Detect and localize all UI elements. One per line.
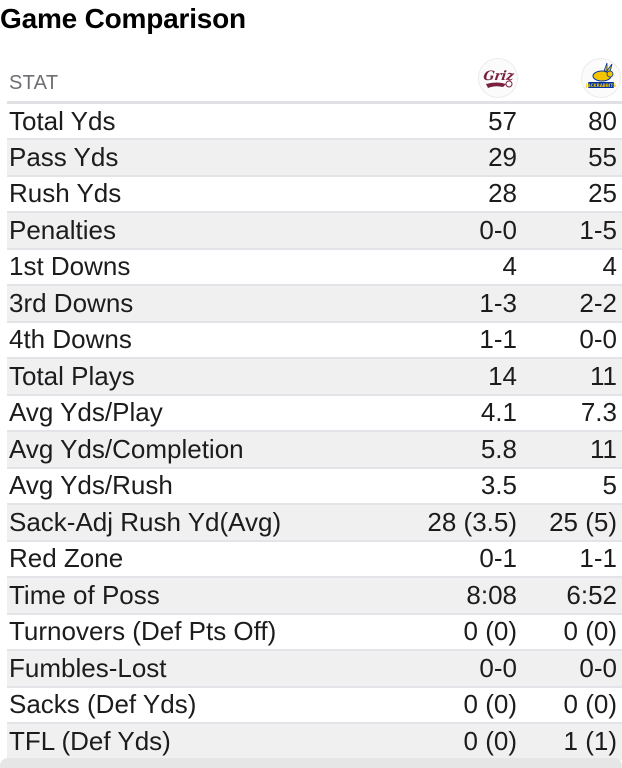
table-row: Avg Yds/Completion 5.8 11 — [7, 431, 622, 469]
team1-value: 4.1 — [414, 394, 517, 432]
page-title: Game Comparison — [0, 3, 246, 34]
team1-value: 0-0 — [414, 212, 517, 250]
jackrabbits-logo-icon[interactable]: JACKRABBITS — [581, 58, 621, 98]
team2-column-header: JACKRABBITS — [517, 52, 622, 104]
team2-value: 0 (0) — [517, 613, 622, 651]
table-row: Turnovers (Def Pts Off) 0 (0) 0 (0) — [7, 613, 622, 651]
team2-value: 25 (5) — [517, 504, 622, 542]
team1-value: 0 (0) — [414, 723, 517, 760]
svg-text:JACKRABBITS: JACKRABBITS — [585, 83, 616, 88]
table-row: Pass Yds 29 55 — [7, 139, 622, 177]
team2-value: 0-0 — [517, 650, 622, 688]
stat-name: Red Zone — [7, 540, 414, 578]
card-bottom-edge — [0, 758, 622, 768]
stat-name: Total Yds — [7, 102, 414, 140]
table-row: Penalties 0-0 1-5 — [7, 212, 622, 250]
team1-value: 0-0 — [414, 650, 517, 688]
team2-value: 25 — [517, 175, 622, 213]
stat-name: Fumbles-Lost — [7, 650, 414, 688]
team1-value: 29 — [414, 139, 517, 177]
table-row: TFL (Def Yds) 0 (0) 1 (1) — [7, 723, 622, 760]
table-row: Avg Yds/Play 4.1 7.3 — [7, 394, 622, 432]
table-row: Total Yds 57 80 — [7, 102, 622, 140]
team1-value: 1-3 — [414, 285, 517, 323]
team2-value: 1-1 — [517, 540, 622, 578]
stat-column-header: STAT — [7, 52, 414, 104]
team1-value: 5.8 — [414, 431, 517, 469]
team2-value: 4 — [517, 248, 622, 286]
team2-value: 11 — [517, 431, 622, 469]
stat-name: 3rd Downs — [7, 285, 414, 323]
table-row: Sacks (Def Yds) 0 (0) 0 (0) — [7, 686, 622, 724]
team1-value: 0-1 — [414, 540, 517, 578]
griz-logo-icon[interactable]: Griz — [478, 58, 518, 98]
stat-name: Sack-Adj Rush Yd(Avg) — [7, 504, 414, 542]
stat-name: Sacks (Def Yds) — [7, 686, 414, 724]
team2-value: 1-5 — [517, 212, 622, 250]
team2-value: 1 (1) — [517, 723, 622, 760]
stat-name: Turnovers (Def Pts Off) — [7, 613, 414, 651]
table-row: 1st Downs 4 4 — [7, 248, 622, 286]
table-header-row: STAT Griz — [7, 52, 622, 104]
table-row: Time of Poss 8:08 6:52 — [7, 577, 622, 615]
table-row: Total Plays 14 11 — [7, 358, 622, 396]
team2-value: 11 — [517, 358, 622, 396]
team2-value: 0-0 — [517, 321, 622, 359]
stat-name: Penalties — [7, 212, 414, 250]
table-row: Red Zone 0-1 1-1 — [7, 540, 622, 578]
team1-value: 4 — [414, 248, 517, 286]
team1-column-header: Griz — [414, 52, 518, 104]
team1-value: 28 — [414, 175, 517, 213]
team1-value: 0 (0) — [414, 613, 517, 651]
stat-name: Avg Yds/Rush — [7, 467, 414, 505]
svg-text:Griz: Griz — [482, 69, 515, 84]
stat-name: Total Plays — [7, 358, 414, 396]
team2-value: 0 (0) — [517, 686, 622, 724]
team1-value: 8:08 — [414, 577, 517, 615]
team2-value: 5 — [517, 467, 622, 505]
team2-value: 7.3 — [517, 394, 622, 432]
team2-value: 6:52 — [517, 577, 622, 615]
table-row: Sack-Adj Rush Yd(Avg) 28 (3.5) 25 (5) — [7, 504, 622, 542]
team1-value: 3.5 — [414, 467, 517, 505]
stat-name: Avg Yds/Play — [7, 394, 414, 432]
stat-name: Pass Yds — [7, 139, 414, 177]
table-row: Fumbles-Lost 0-0 0-0 — [7, 650, 622, 688]
team1-value: 57 — [414, 102, 517, 140]
stat-name: 4th Downs — [7, 321, 414, 359]
table-row: Rush Yds 28 25 — [7, 175, 622, 213]
stat-name: Time of Poss — [7, 577, 414, 615]
table-row: 4th Downs 1-1 0-0 — [7, 321, 622, 359]
team1-value: 14 — [414, 358, 517, 396]
team2-value: 80 — [517, 102, 622, 140]
team2-value: 2-2 — [517, 285, 622, 323]
team1-value: 0 (0) — [414, 686, 517, 724]
table-row: Avg Yds/Rush 3.5 5 — [7, 467, 622, 505]
team2-value: 55 — [517, 139, 622, 177]
table-row: 3rd Downs 1-3 2-2 — [7, 285, 622, 323]
team1-value: 1-1 — [414, 321, 517, 359]
stat-name: Rush Yds — [7, 175, 414, 213]
stat-name: Avg Yds/Completion — [7, 431, 414, 469]
game-comparison-table: STAT Griz — [7, 52, 622, 760]
team1-value: 28 (3.5) — [414, 504, 517, 542]
stat-name: 1st Downs — [7, 248, 414, 286]
stat-name: TFL (Def Yds) — [7, 723, 414, 760]
